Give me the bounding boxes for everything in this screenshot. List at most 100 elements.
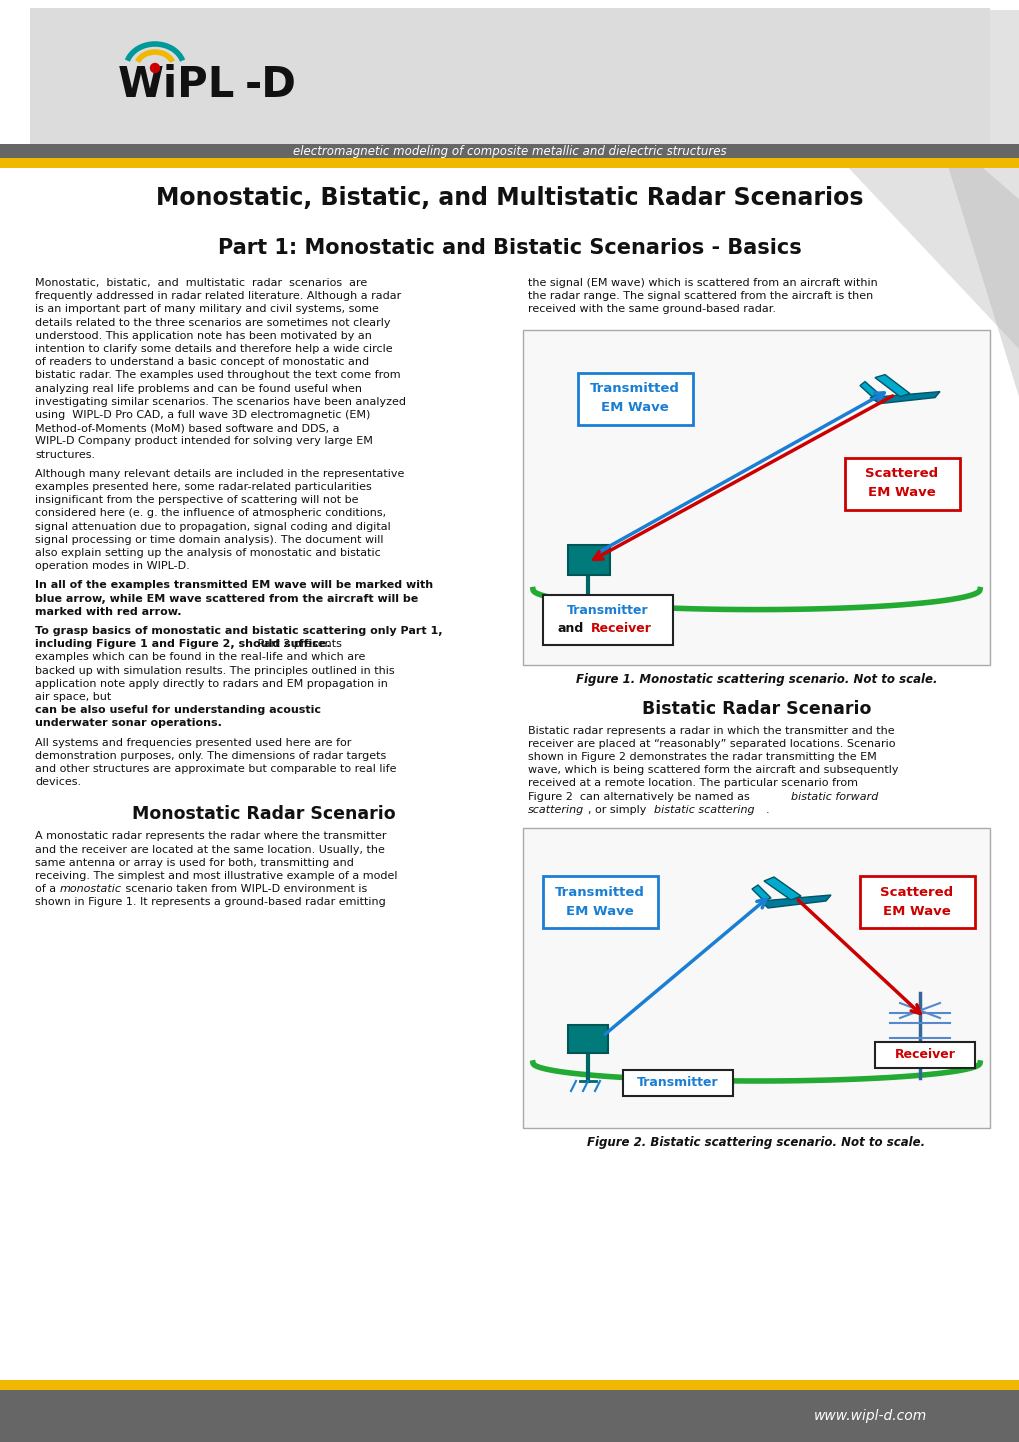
Text: EM Wave: EM Wave — [566, 904, 633, 917]
Text: receiving. The simplest and most illustrative example of a model: receiving. The simplest and most illustr… — [35, 871, 397, 881]
Text: EM Wave: EM Wave — [600, 401, 668, 414]
Text: Monostatic,  bistatic,  and  multistatic  radar  scenarios  are: Monostatic, bistatic, and multistatic ra… — [35, 278, 367, 288]
Text: the signal (EM wave) which is scattered from an aircraft within: the signal (EM wave) which is scattered … — [528, 278, 877, 288]
Text: is an important part of many military and civil systems, some: is an important part of many military an… — [35, 304, 378, 314]
Text: EM Wave: EM Wave — [882, 904, 950, 917]
Text: bistatic radar. The examples used throughout the text come from: bistatic radar. The examples used throug… — [35, 371, 400, 381]
Text: Receiver: Receiver — [590, 622, 651, 634]
Text: In all of the examples transmitted EM wave will be marked with: In all of the examples transmitted EM wa… — [35, 580, 433, 590]
Text: wave, which is being scattered form the aircraft and subsequently: wave, which is being scattered form the … — [528, 766, 898, 776]
Text: www.wipl-d.com: www.wipl-d.com — [812, 1409, 925, 1423]
Bar — [0, 144, 1019, 159]
Text: understood. This application note has been motivated by an: understood. This application note has be… — [35, 330, 372, 340]
Text: signal processing or time domain analysis). The document will: signal processing or time domain analysi… — [35, 535, 383, 545]
Text: also explain setting up the analysis of monostatic and bistatic: also explain setting up the analysis of … — [35, 548, 380, 558]
Text: of readers to understand a basic concept of monostatic and: of readers to understand a basic concept… — [35, 358, 369, 368]
Bar — [859, 875, 974, 929]
Text: demonstration purposes, only. The dimensions of radar targets: demonstration purposes, only. The dimens… — [35, 751, 386, 761]
Bar — [844, 457, 959, 509]
Text: bistatic forward: bistatic forward — [790, 792, 877, 802]
Text: WiPL: WiPL — [117, 63, 234, 107]
Text: and other structures are approximate but comparable to real life: and other structures are approximate but… — [35, 764, 396, 774]
Text: Figure 2. Bistatic scattering scenario. Not to scale.: Figure 2. Bistatic scattering scenario. … — [587, 1136, 924, 1149]
Text: operation modes in WIPL-D.: operation modes in WIPL-D. — [35, 561, 190, 571]
Text: Scattered: Scattered — [864, 467, 937, 480]
Text: Transmitter: Transmitter — [567, 604, 648, 617]
Polygon shape — [751, 885, 770, 901]
Polygon shape — [859, 382, 879, 397]
Text: investigating similar scenarios. The scenarios have been analyzed: investigating similar scenarios. The sce… — [35, 397, 406, 407]
Text: considered here (e. g. the influence of atmospheric conditions,: considered here (e. g. the influence of … — [35, 509, 386, 519]
Text: marked with red arrow.: marked with red arrow. — [35, 607, 181, 617]
Text: Bistatic radar represents a radar in which the transmitter and the: Bistatic radar represents a radar in whi… — [528, 725, 894, 735]
Bar — [0, 159, 1019, 169]
Text: of a: of a — [35, 884, 59, 894]
Text: using  WIPL-D Pro CAD, a full wave 3D electromagnetic (EM): using WIPL-D Pro CAD, a full wave 3D ele… — [35, 410, 370, 420]
Polygon shape — [874, 375, 909, 397]
Text: Figure 2  can alternatively be named as: Figure 2 can alternatively be named as — [528, 792, 752, 802]
Polygon shape — [760, 895, 830, 908]
Text: -D: -D — [245, 63, 297, 107]
Text: and the receiver are located at the same location. Usually, the: and the receiver are located at the same… — [35, 845, 384, 855]
Text: structures.: structures. — [35, 450, 95, 460]
Bar — [568, 1025, 607, 1053]
Text: , or simply: , or simply — [587, 805, 649, 815]
Text: application note apply directly to radars and EM propagation in: application note apply directly to radar… — [35, 679, 387, 689]
Text: and: and — [557, 622, 584, 634]
Text: the radar range. The signal scattered from the aircraft is then: the radar range. The signal scattered fr… — [528, 291, 872, 301]
Text: received at a remote location. The particular scenario from: received at a remote location. The parti… — [528, 779, 857, 789]
Text: Monostatic Radar Scenario: Monostatic Radar Scenario — [131, 806, 395, 823]
PathPatch shape — [699, 10, 1019, 350]
Text: Transmitter: Transmitter — [637, 1076, 718, 1089]
Text: Part 2 presents: Part 2 presents — [254, 639, 341, 649]
Text: blue arrow, while EM wave scattered from the aircraft will be: blue arrow, while EM wave scattered from… — [35, 594, 418, 604]
Text: air space, but: air space, but — [35, 692, 111, 702]
Text: Method-of-Moments (MoM) based software and DDS, a: Method-of-Moments (MoM) based software a… — [35, 423, 339, 433]
Text: devices.: devices. — [35, 777, 82, 787]
Text: Figure 1. Monostatic scattering scenario. Not to scale.: Figure 1. Monostatic scattering scenario… — [575, 672, 936, 685]
Bar — [0, 1380, 1019, 1390]
Text: Bistatic Radar Scenario: Bistatic Radar Scenario — [641, 699, 870, 718]
Text: WIPL-D Company product intended for solving very large EM: WIPL-D Company product intended for solv… — [35, 437, 373, 447]
Bar — [30, 9, 989, 149]
Text: insignificant from the perspective of scattering will not be: insignificant from the perspective of sc… — [35, 495, 358, 505]
Bar — [523, 828, 989, 1128]
Text: monostatic: monostatic — [60, 884, 122, 894]
Text: electromagnetic modeling of composite metallic and dielectric structures: electromagnetic modeling of composite me… — [292, 144, 727, 157]
Text: EM Wave: EM Wave — [867, 486, 935, 499]
Text: bistatic scattering: bistatic scattering — [653, 805, 754, 815]
Bar — [0, 1390, 1019, 1442]
Polygon shape — [869, 392, 940, 404]
Text: including Figure 1 and Figure 2, should suffice.: including Figure 1 and Figure 2, should … — [35, 639, 330, 649]
Text: Part 1: Monostatic and Bistatic Scenarios - Basics: Part 1: Monostatic and Bistatic Scenario… — [218, 238, 801, 258]
PathPatch shape — [549, 10, 1019, 399]
Circle shape — [151, 63, 159, 72]
Text: scattering: scattering — [528, 805, 584, 815]
Text: underwater sonar operations.: underwater sonar operations. — [35, 718, 222, 728]
Text: shown in Figure 1. It represents a ground-based radar emitting: shown in Figure 1. It represents a groun… — [35, 897, 385, 907]
Text: Scattered: Scattered — [879, 885, 953, 898]
Text: examples which can be found in the real-life and which are: examples which can be found in the real-… — [35, 652, 365, 662]
Bar — [542, 875, 657, 929]
Text: examples presented here, some radar-related particularities: examples presented here, some radar-rela… — [35, 482, 371, 492]
Text: received with the same ground-based radar.: received with the same ground-based rada… — [528, 304, 775, 314]
Text: A monostatic radar represents the radar where the transmitter: A monostatic radar represents the radar … — [35, 832, 386, 841]
Bar — [874, 1043, 974, 1069]
Text: can be also useful for understanding acoustic: can be also useful for understanding aco… — [35, 705, 321, 715]
Text: Receiver: Receiver — [894, 1047, 955, 1060]
Text: .: . — [765, 805, 769, 815]
Text: backed up with simulation results. The principles outlined in this: backed up with simulation results. The p… — [35, 666, 394, 676]
Text: Although many relevant details are included in the representative: Although many relevant details are inclu… — [35, 469, 404, 479]
Text: To grasp basics of monostatic and bistatic scattering only Part 1,: To grasp basics of monostatic and bistat… — [35, 626, 442, 636]
Bar — [568, 545, 609, 574]
Text: frequently addressed in radar related literature. Although a radar: frequently addressed in radar related li… — [35, 291, 400, 301]
Text: Transmitted: Transmitted — [554, 885, 644, 898]
Text: analyzing real life problems and can be found useful when: analyzing real life problems and can be … — [35, 384, 362, 394]
Text: scenario taken from WIPL-D environment is: scenario taken from WIPL-D environment i… — [122, 884, 367, 894]
Text: signal attenuation due to propagation, signal coding and digital: signal attenuation due to propagation, s… — [35, 522, 390, 532]
Text: Monostatic, Bistatic, and Multistatic Radar Scenarios: Monostatic, Bistatic, and Multistatic Ra… — [156, 186, 863, 211]
Polygon shape — [763, 877, 800, 900]
Bar — [542, 594, 673, 645]
Text: All systems and frequencies presented used here are for: All systems and frequencies presented us… — [35, 738, 351, 747]
Text: same antenna or array is used for both, transmitting and: same antenna or array is used for both, … — [35, 858, 354, 868]
